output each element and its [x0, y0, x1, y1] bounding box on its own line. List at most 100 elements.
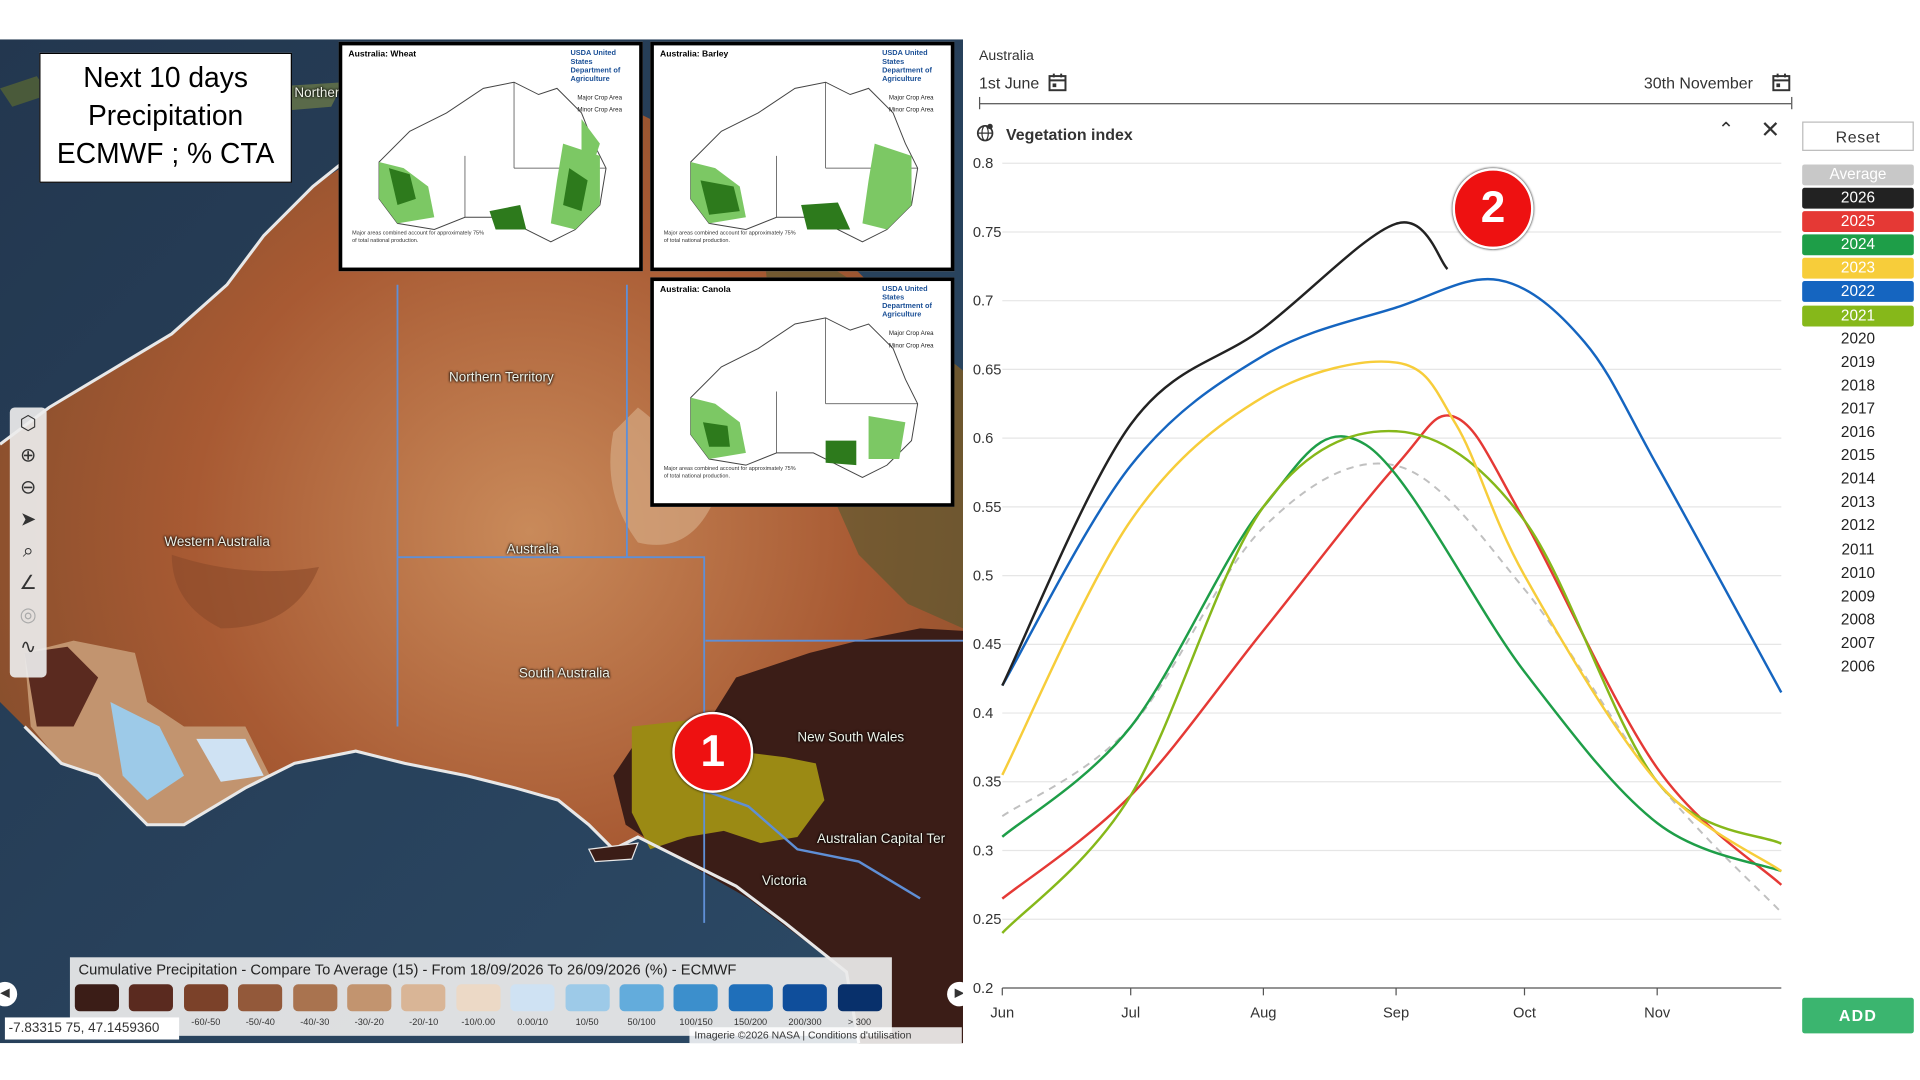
- series-line-average: [1001, 462, 1783, 914]
- legend-swatch-label: 50/100: [627, 1016, 656, 1028]
- series-line-2024: [1001, 435, 1782, 873]
- legend-swatch-label: -10/0.00: [461, 1016, 496, 1028]
- y-tick-label: 0.4: [973, 706, 993, 722]
- year-toggle[interactable]: 2022: [1802, 281, 1914, 303]
- legend-swatch: [837, 984, 882, 1012]
- inset-wheat-note: Major areas combined account for approxi…: [352, 229, 485, 244]
- date-end[interactable]: 30th November: [1643, 73, 1753, 93]
- legend-swatch: [728, 984, 773, 1012]
- label-new-south-wales: New South Wales: [797, 730, 905, 745]
- map-next-arrow-icon[interactable]: ▶: [947, 981, 964, 1007]
- zoom-in-icon[interactable]: ⊕: [19, 445, 37, 467]
- zoom-out-icon[interactable]: ⊖: [19, 477, 37, 499]
- date-range-slider[interactable]: [978, 103, 1792, 105]
- y-tick-label: 0.6: [973, 431, 993, 447]
- map-title-line-2: Precipitation: [87, 99, 244, 132]
- year-toggle[interactable]: 2018: [1840, 376, 1876, 394]
- precipitation-map[interactable]: Northern Territory Western Australia Aus…: [0, 39, 964, 1044]
- legend-swatch: [292, 984, 337, 1012]
- year-toggle[interactable]: 2015: [1840, 446, 1876, 465]
- legend-swatch: [74, 984, 119, 1012]
- year-toggle[interactable]: 2025: [1802, 211, 1914, 233]
- x-tick-label: Jun: [990, 1005, 1014, 1021]
- legend-swatch-label: > 300: [847, 1016, 872, 1028]
- year-toggle[interactable]: 2007: [1840, 634, 1876, 652]
- legend-swatch-label: -20/-10: [409, 1016, 439, 1028]
- year-toggle[interactable]: 2010: [1840, 564, 1876, 582]
- label-northern-territory: Northern Territory: [449, 370, 554, 386]
- coordinate-readout: -7.83315 75, 47.1459360: [4, 1017, 180, 1040]
- inset-barley-title: Australia: Barley: [660, 50, 729, 59]
- precipitation-legend: Cumulative Precipitation - Compare To Av…: [69, 957, 892, 1036]
- legend-swatch: [347, 984, 392, 1012]
- draw-path-icon[interactable]: ∿: [19, 636, 37, 658]
- legend-swatch-label: 0.00/10: [517, 1016, 549, 1028]
- series-line-2026: [1001, 221, 1449, 687]
- label-australia: Australia: [506, 542, 560, 558]
- inset-canola-usda: USDA United States Department of Agricul…: [882, 285, 932, 320]
- inset-canola-map: [690, 317, 919, 478]
- inset-canola-title: Australia: Canola: [660, 285, 731, 295]
- year-toggle[interactable]: 2019: [1840, 353, 1876, 371]
- legend-swatch: [510, 984, 555, 1012]
- year-toggle[interactable]: 2014: [1840, 470, 1876, 488]
- legend-swatch-label: 200/300: [788, 1016, 822, 1028]
- calendar-start-icon[interactable]: [1048, 72, 1068, 92]
- legend-swatch-label: -40/-30: [300, 1016, 330, 1028]
- legend-swatch: [183, 984, 228, 1012]
- label-western-australia: Western Australia: [164, 535, 270, 550]
- inset-barley-legend-major: Major Crop Area: [888, 94, 934, 102]
- date-range-handle-start[interactable]: [978, 96, 981, 110]
- inset-wheat-legend-minor: Minor Crop Area: [577, 106, 622, 115]
- inset-wheat-title: Australia: Wheat: [348, 50, 417, 59]
- y-tick-label: 0.5: [973, 569, 993, 585]
- series-line-2023: [1001, 360, 1783, 873]
- inset-wheat-usda: USDA United States Department of Agricul…: [570, 50, 621, 84]
- legend-swatch: [782, 984, 828, 1012]
- map-prev-arrow-icon[interactable]: ◀: [0, 981, 18, 1007]
- vegetation-index-chart: 0.2 0.25 0.3 0.35 0.4 0.45 0.5 0.55 0.6 0.65 0.7 0.…: [973, 156, 1783, 1021]
- locate-arrow-icon[interactable]: ➤: [19, 509, 37, 531]
- measure-angle-icon[interactable]: ∠: [19, 573, 38, 595]
- legend-swatch-label: 150/200: [733, 1016, 768, 1028]
- calendar-end-icon[interactable]: [1771, 72, 1791, 92]
- chevron-up-icon[interactable]: ⌃: [1717, 120, 1735, 142]
- year-legend-list: Average 2026 2025 2024 2023 2022 2021 2020 2019 2…: [1802, 164, 1914, 680]
- year-toggle[interactable]: Average: [1802, 164, 1914, 186]
- legend-swatch-label: -50/-40: [245, 1016, 275, 1028]
- search-icon[interactable]: ⌕: [22, 541, 34, 563]
- annotation-badge-2: 2: [1452, 168, 1534, 250]
- year-toggle[interactable]: 2013: [1840, 493, 1876, 511]
- year-toggle[interactable]: 2021: [1802, 305, 1914, 326]
- y-tick-label: 0.35: [973, 775, 1002, 791]
- target-icon[interactable]: ◎: [19, 605, 37, 626]
- year-toggle[interactable]: 2023: [1802, 258, 1914, 280]
- year-toggle[interactable]: 2006: [1840, 657, 1876, 675]
- legend-swatch: [673, 984, 719, 1012]
- y-tick-label: 0.7: [973, 294, 993, 310]
- layers-icon[interactable]: ⬡: [19, 413, 37, 435]
- year-toggle[interactable]: 2024: [1802, 234, 1914, 256]
- y-tick-label: 0.3: [973, 843, 993, 859]
- year-toggle[interactable]: 2011: [1841, 540, 1875, 558]
- label-south-australia: South Australia: [518, 666, 610, 682]
- map-attribution[interactable]: Imagerie ©2026 NASA | Conditions d'utili…: [689, 1027, 962, 1044]
- inset-canola-note: Major areas combined account for approxi…: [663, 465, 796, 479]
- date-start[interactable]: 1st June: [978, 73, 1040, 93]
- add-button[interactable]: ADD: [1802, 997, 1914, 1034]
- legend-swatch-label: 10/50: [575, 1016, 599, 1028]
- year-toggle[interactable]: 2008: [1840, 610, 1876, 629]
- x-tick-label: Oct: [1513, 1005, 1536, 1021]
- year-toggle[interactable]: 2016: [1840, 423, 1876, 441]
- year-toggle[interactable]: 2009: [1840, 587, 1876, 605]
- year-toggle[interactable]: 2020: [1840, 329, 1876, 347]
- year-toggle[interactable]: 2012: [1840, 517, 1876, 535]
- x-tick-label: Nov: [1644, 1005, 1671, 1021]
- label-act: Australian Capital Ter: [817, 832, 946, 847]
- reset-button[interactable]: Reset: [1802, 121, 1914, 151]
- year-toggle[interactable]: 2026: [1802, 187, 1914, 209]
- x-tick-label: Jul: [1121, 1005, 1140, 1021]
- close-icon[interactable]: ✕: [1760, 117, 1781, 144]
- year-toggle[interactable]: 2017: [1840, 400, 1876, 418]
- date-range-handle-end[interactable]: [1791, 96, 1793, 110]
